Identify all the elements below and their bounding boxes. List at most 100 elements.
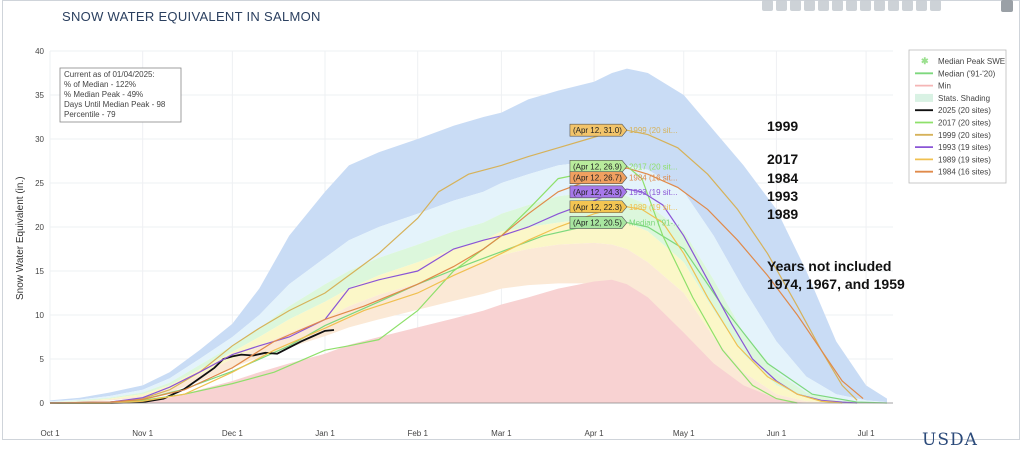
callout-label: (Apr 12, 20.5)	[573, 219, 622, 228]
info-line: % Median Peak - 49%	[64, 90, 143, 99]
legend-label: Median ('91-'20)	[938, 69, 996, 78]
legend-label: Min	[938, 82, 951, 91]
usda-logo: USDA	[922, 430, 978, 450]
legend-label: Stats. Shading	[938, 94, 990, 103]
axes: 0 5 10 15 20 25 30 35 40 Oct 1 Nov 1 Dec 1 Jan 1 Feb …	[35, 47, 893, 438]
callout-series-name: 1999 (20 sit...	[629, 126, 677, 135]
y-tick-label: 10	[35, 311, 44, 320]
legend-label: Median Peak SWE	[938, 57, 1005, 66]
x-tick-label: Apr 1	[585, 429, 605, 438]
band-70-90	[50, 161, 888, 403]
x-tick-label: Jun 1	[767, 429, 787, 438]
series-2025	[50, 329, 335, 404]
annotation-2017: 2017	[767, 151, 798, 167]
draw-circle-icon[interactable]	[846, 0, 857, 11]
y-tick-label: 0	[40, 399, 45, 408]
callout-box	[569, 123, 628, 137]
band-max	[50, 68, 888, 403]
year-annotations: 1999 2017 1984 1993 1989 Years not inclu…	[767, 118, 905, 292]
band-10-30	[50, 242, 888, 403]
callout: (Apr 12, 26.9) 2017 (20 sit...	[569, 159, 677, 173]
plotly-logo-icon[interactable]	[1001, 0, 1013, 12]
plot-toolbar	[762, 0, 1002, 12]
eraser-icon[interactable]	[874, 0, 885, 11]
x-tick-label: Jul 1	[858, 429, 875, 438]
zoom-in-icon[interactable]	[888, 0, 899, 11]
annotation-1993: 1993	[767, 188, 798, 204]
info-line: % of Median - 122%	[64, 80, 136, 89]
series-1989	[50, 206, 843, 404]
legend: ✱ Median Peak SWE Median ('91-'20) Min Stats…	[908, 49, 1007, 184]
star-icon: ✱	[921, 56, 929, 66]
x-tick-label: Mar 1	[491, 429, 512, 438]
series-lines	[49, 129, 888, 404]
y-tick-label: 15	[35, 267, 44, 276]
callout-box	[569, 216, 628, 229]
camera-icon[interactable]	[762, 0, 773, 11]
callout: (Apr 12, 26.7) 1984 (16 sit...	[569, 171, 677, 185]
legend-label: 1989 (19 sites)	[938, 155, 991, 164]
legend-label: 2025 (20 sites)	[938, 106, 991, 115]
autoscale-icon[interactable]	[916, 0, 927, 11]
callout-label: (Apr 12, 31.0)	[573, 126, 622, 135]
callout-series-name: 1993 (19 sit...	[629, 188, 677, 197]
info-box-frame	[59, 67, 182, 123]
x-tick-label: Dec 1	[222, 429, 243, 438]
callout-label: (Apr 12, 26.9)	[573, 162, 622, 171]
callout-box	[569, 171, 628, 185]
legend-frame	[908, 49, 1007, 184]
legend-item: Median ('91-'20)	[915, 69, 996, 78]
callout: (Apr 12, 24.3) 1993 (19 sit...	[569, 185, 677, 199]
series-1999	[49, 129, 858, 404]
callout: (Apr 12, 22.3) 1989 (19 sit...	[569, 200, 677, 214]
x-tick-label: Oct 1	[40, 429, 60, 438]
callout: (Apr 12, 20.5) Median ('91-...	[569, 216, 680, 229]
zoom-out-icon[interactable]	[902, 0, 913, 11]
callout-label: (Apr 12, 22.3)	[573, 203, 622, 212]
callout-series-name: 1989 (19 sit...	[629, 203, 677, 212]
series-1984	[49, 167, 864, 404]
info-line: Percentile - 79	[64, 110, 116, 119]
legend-label: 1984 (16 sites)	[938, 168, 991, 177]
callout-series-name: 1984 (16 sit...	[629, 174, 677, 183]
callout-series-name: Median ('91-...	[629, 219, 680, 228]
legend-item: 1993 (19 sites)	[915, 143, 991, 152]
draw-open-path-icon[interactable]	[818, 0, 829, 11]
y-tick-label: 40	[35, 47, 44, 56]
pan-icon[interactable]	[790, 0, 801, 11]
hover-callouts: (Apr 12, 31.0) 1999 (20 sit... (Apr 12, 26…	[569, 123, 680, 229]
callout-box	[569, 185, 628, 199]
legend-label: 2017 (20 sites)	[938, 119, 991, 128]
y-tick-label: 25	[35, 179, 44, 188]
annotation-note-1: Years not included	[767, 258, 891, 274]
annotation-1984: 1984	[767, 170, 798, 186]
legend-item: 1989 (19 sites)	[915, 155, 991, 164]
legend-item: ✱ Median Peak SWE	[921, 56, 1005, 66]
legend-item: 1999 (20 sites)	[915, 131, 991, 140]
callout-label: (Apr 12, 24.3)	[573, 188, 622, 197]
annotation-1989: 1989	[767, 206, 798, 222]
legend-swatch	[915, 93, 933, 102]
draw-closed-path-icon[interactable]	[832, 0, 843, 11]
band-min	[50, 279, 888, 403]
x-tick-label: Feb 1	[407, 429, 428, 438]
legend-item: 1984 (16 sites)	[915, 168, 991, 177]
band-30-50	[50, 218, 888, 403]
y-tick-label: 20	[35, 223, 44, 232]
legend-label: 1999 (20 sites)	[938, 131, 991, 140]
x-tick-label: Jan 1	[315, 429, 335, 438]
annotation-1999: 1999	[767, 118, 798, 134]
callout-label: (Apr 12, 26.7)	[573, 174, 622, 183]
zoom-icon[interactable]	[776, 0, 787, 11]
x-tick-label: May 1	[673, 429, 695, 438]
legend-item: Min	[915, 82, 951, 91]
legend-item: Stats. Shading	[915, 93, 990, 103]
draw-rect-icon[interactable]	[860, 0, 871, 11]
home-icon[interactable]	[930, 0, 941, 11]
info-box: Current as of 01/04/2025: % of Median - …	[59, 67, 182, 123]
y-axis-title: Snow Water Equivalent (in.)	[15, 176, 26, 300]
draw-line-icon[interactable]	[804, 0, 815, 11]
legend-item: 2025 (20 sites)	[915, 106, 991, 115]
y-tick-label: 35	[35, 91, 44, 100]
